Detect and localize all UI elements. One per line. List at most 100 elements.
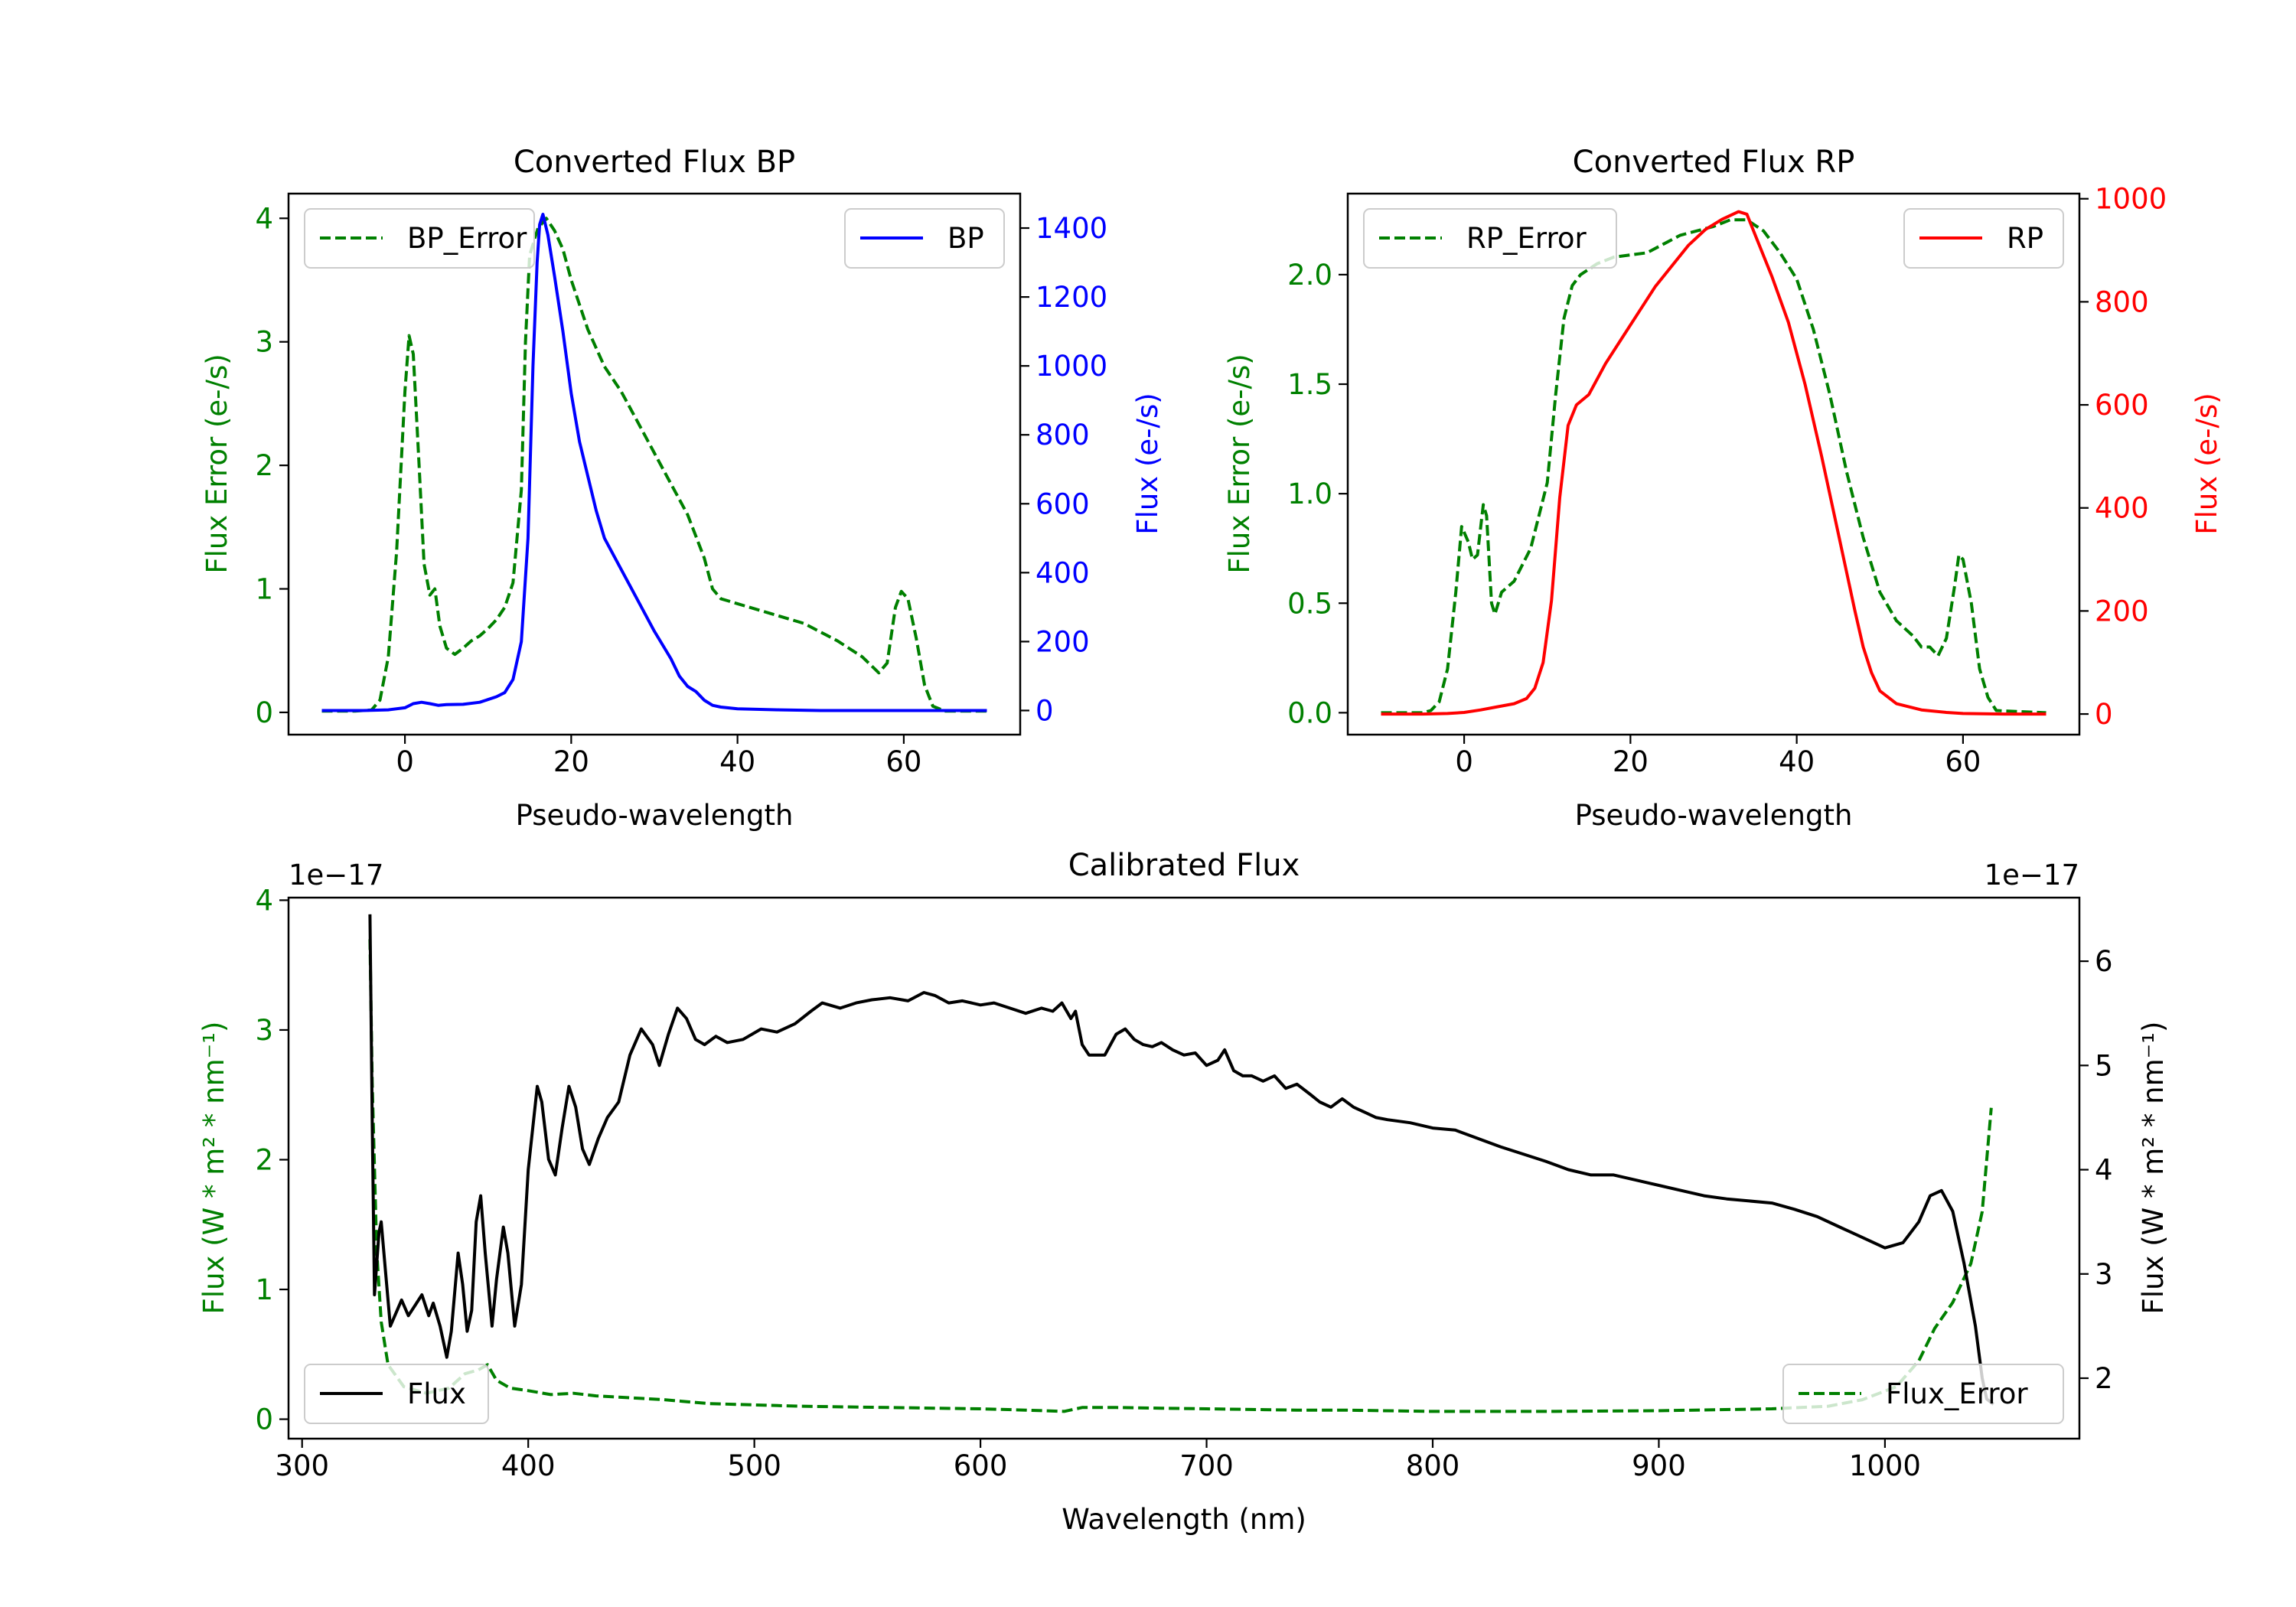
bp-right-y-tick-label: 200 <box>1035 625 1090 658</box>
calibrated-legend-flux: Flux <box>304 1364 489 1424</box>
bp-legend-error: BP_Error <box>304 208 535 269</box>
bp-series-bp-line <box>321 213 987 712</box>
calibrated-left-y-tick-label: 3 <box>255 1014 273 1047</box>
rp-right-y-tick-label: 0 <box>2095 698 2113 731</box>
rp-legend-flux: RP <box>1903 208 2064 269</box>
rp-left-y-tick-label: 0.5 <box>1287 587 1332 620</box>
bp-series-bp-error-line <box>321 217 987 713</box>
calibrated-left-offset-label: 1e−17 <box>289 859 383 892</box>
calibrated-right-y-tick-label: 2 <box>2095 1362 2113 1395</box>
bp-legend-error-label: BP_Error <box>407 222 527 255</box>
calibrated-right-y-tick-label: 3 <box>2095 1258 2113 1291</box>
bp-title: Converted Flux BP <box>514 145 795 180</box>
bp-left-y-tick-label: 4 <box>255 202 273 235</box>
rp-x-tick-label: 40 <box>1779 745 1815 778</box>
calibrated-right-offset-label: 1e−17 <box>1985 859 2079 892</box>
calibrated-legend-error-box <box>1782 1364 2064 1424</box>
bp-x-tick-label: 40 <box>719 745 755 778</box>
calibrated-right-y-tick-label: 4 <box>2095 1154 2113 1187</box>
rp-right-y-axis-label: Flux (e-/s) <box>2190 393 2223 534</box>
bp-series-lines <box>321 213 987 713</box>
calibrated-left-y-axis-label: Flux (W * m² * nm⁻¹) <box>197 1022 230 1315</box>
bp-legend-flux: BP <box>844 208 1005 269</box>
bp-right-y-tick-label: 0 <box>1035 694 1054 727</box>
rp-left-y-tick-label: 1.5 <box>1287 368 1332 401</box>
calibrated-left-y-tick-label: 2 <box>255 1143 273 1176</box>
bp-left-y-tick-label: 3 <box>255 326 273 359</box>
rp-series-rp-line <box>1381 210 2047 716</box>
calibrated-right-y-ticks: 2 3 4 5 6 <box>2079 945 2113 1395</box>
calibrated-x-axis-label: Wavelength (nm) <box>1062 1503 1306 1536</box>
calibrated-right-y-axis-label: Flux (W * m² * nm⁻¹) <box>2137 1022 2170 1315</box>
rp-series-lines <box>1381 210 2047 716</box>
bp-x-ticks: 0 20 40 60 <box>396 735 921 778</box>
rp-series-rp-error-line <box>1381 218 2047 715</box>
calibrated-legend-flux-box <box>304 1364 489 1424</box>
bp-left-y-tick-label: 1 <box>255 573 273 606</box>
bp-right-y-tick-label: 1400 <box>1035 212 1107 245</box>
bp-legend-flux-box <box>844 208 1005 269</box>
calibrated-left-y-ticks: 0 1 2 3 4 <box>255 884 289 1436</box>
calibrated-right-y-tick-label: 5 <box>2095 1049 2113 1082</box>
bp-right-y-tick-label: 1000 <box>1035 350 1107 383</box>
calibrated-x-tick-label: 500 <box>727 1449 781 1482</box>
bp-legend-flux-label: BP <box>947 222 984 255</box>
calibrated-x-tick-label: 700 <box>1179 1449 1234 1482</box>
bp-x-tick-label: 20 <box>553 745 589 778</box>
calibrated-x-tick-label: 800 <box>1406 1449 1460 1482</box>
bp-legend-error-box <box>304 208 535 269</box>
bp-left-y-tick-label: 0 <box>255 696 273 729</box>
rp-legend-error: RP_Error <box>1363 208 1617 269</box>
rp-legend-error-box <box>1363 208 1617 269</box>
rp-x-axis-label: Pseudo-wavelength <box>1575 799 1853 832</box>
rp-left-y-axis-label: Flux Error (e-/s) <box>1223 354 1256 573</box>
calibrated-series-flux-line <box>368 914 1994 1406</box>
bp-right-y-tick-label: 800 <box>1035 419 1090 451</box>
rp-left-y-tick-label: 0.0 <box>1287 696 1332 729</box>
rp-right-y-tick-label: 800 <box>2095 285 2149 318</box>
rp-left-y-ticks: 0.0 0.5 1.0 1.5 2.0 <box>1287 259 1348 729</box>
rp-title: Converted Flux RP <box>1573 145 1855 180</box>
calibrated-legend-flux-label: Flux <box>407 1377 466 1410</box>
bp-right-y-axis-label: Flux (e-/s) <box>1131 393 1164 534</box>
calibrated-left-y-tick-label: 0 <box>255 1403 273 1436</box>
rp-axes-frame <box>1346 192 2081 736</box>
rp-right-y-tick-label: 200 <box>2095 595 2149 627</box>
calibrated-x-ticks: 300 400 500 600 700 800 900 1000 <box>275 1439 1921 1482</box>
calibrated-x-tick-label: 300 <box>275 1449 329 1482</box>
calibrated-x-tick-label: 1000 <box>1849 1449 1921 1482</box>
calibrated-legend-error: Flux_Error <box>1782 1364 2064 1424</box>
bp-right-y-tick-label: 400 <box>1035 556 1090 589</box>
rp-x-tick-label: 20 <box>1613 745 1649 778</box>
bp-left-y-axis-label: Flux Error (e-/s) <box>201 354 233 573</box>
rp-x-tick-label: 0 <box>1455 745 1473 778</box>
calibrated-x-tick-label: 600 <box>954 1449 1008 1482</box>
bp-left-y-ticks: 0 1 2 3 4 <box>255 202 289 729</box>
bp-right-y-ticks: 0 200 400 600 800 1000 1200 1400 <box>1020 212 1107 727</box>
bp-axes-frame <box>287 192 1022 736</box>
rp-x-ticks: 0 20 40 60 <box>1455 735 1981 778</box>
calibrated-axes-frame <box>287 896 2081 1440</box>
rp-right-y-tick-label: 600 <box>2095 389 2149 422</box>
calibrated-right-y-tick-label: 6 <box>2095 945 2113 978</box>
rp-left-y-tick-label: 2.0 <box>1287 259 1332 292</box>
rp-legend-flux-label: RP <box>2007 222 2043 255</box>
bp-left-y-tick-label: 2 <box>255 449 273 482</box>
rp-right-y-tick-label: 1000 <box>2095 183 2167 216</box>
rp-right-y-tick-label: 400 <box>2095 492 2149 525</box>
bp-right-y-tick-label: 1200 <box>1035 281 1107 314</box>
rp-x-tick-label: 60 <box>1945 745 1981 778</box>
calibrated-left-y-tick-label: 1 <box>255 1273 273 1306</box>
rp-left-y-tick-label: 1.0 <box>1287 478 1332 510</box>
calibrated-legend-error-label: Flux_Error <box>1886 1377 2028 1410</box>
calibrated-left-y-tick-label: 4 <box>255 884 273 917</box>
calibrated-title: Calibrated Flux <box>1068 848 1300 883</box>
rp-legend-flux-box <box>1903 208 2064 269</box>
calibrated-x-tick-label: 400 <box>501 1449 556 1482</box>
rp-panel: Converted Flux RP 0.00.51.01.52.0 020040… <box>1223 145 2223 832</box>
bp-x-tick-label: 60 <box>885 745 921 778</box>
rp-legend-error-label: RP_Error <box>1466 222 1587 255</box>
